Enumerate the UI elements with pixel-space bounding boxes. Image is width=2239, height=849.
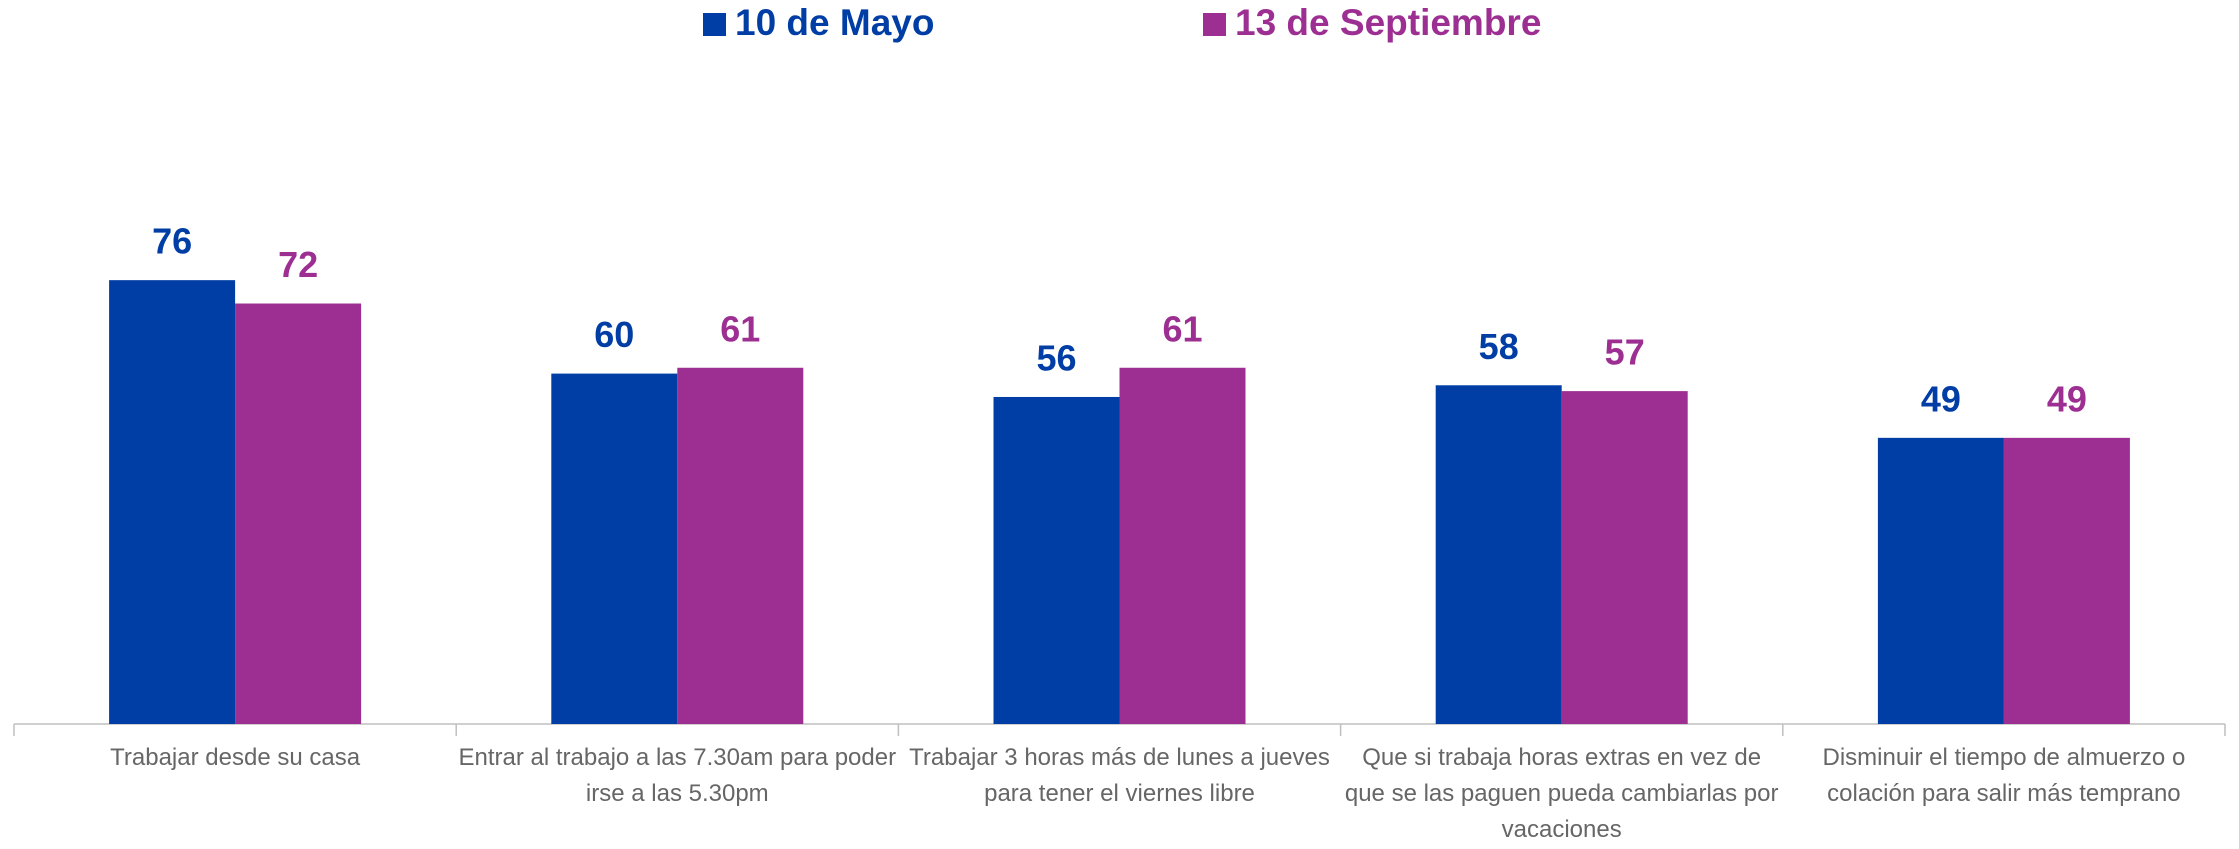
bar — [677, 367, 804, 724]
data-label: 49 — [1921, 378, 1961, 419]
bar — [993, 396, 1120, 724]
bar — [109, 280, 236, 724]
data-label: 60 — [594, 314, 634, 355]
bar — [235, 303, 362, 724]
x-tick-label: Trabajar 3 horas más de lunes a jueves p… — [909, 744, 1330, 807]
bar — [1877, 437, 2004, 724]
legend-label: 13 de Septiembre — [1235, 2, 1541, 43]
legend-swatch — [703, 13, 726, 36]
x-tick-label: Trabajar desde su casa — [110, 744, 361, 771]
x-tick-label: Disminuir el tiempo de almuerzo o colaci… — [1822, 744, 2186, 807]
bar — [1435, 385, 1562, 724]
data-label: 76 — [152, 221, 192, 262]
bar — [1561, 391, 1688, 724]
x-tick-label: Entrar al trabajo a las 7.30am para pode… — [458, 744, 897, 807]
data-label: 61 — [1162, 308, 1202, 349]
data-label: 56 — [1036, 337, 1076, 378]
data-label: 49 — [2047, 378, 2087, 419]
data-label: 61 — [720, 308, 760, 349]
bar — [1119, 367, 1246, 724]
data-label: 57 — [1605, 332, 1645, 373]
data-label: 72 — [278, 244, 318, 285]
bar — [551, 373, 678, 724]
legend-swatch — [1203, 13, 1226, 36]
data-label: 58 — [1479, 326, 1519, 367]
bar — [2003, 437, 2130, 724]
x-tick-label: Que si trabaja horas extras en vez de qu… — [1344, 744, 1779, 843]
legend-label: 10 de Mayo — [735, 2, 934, 43]
